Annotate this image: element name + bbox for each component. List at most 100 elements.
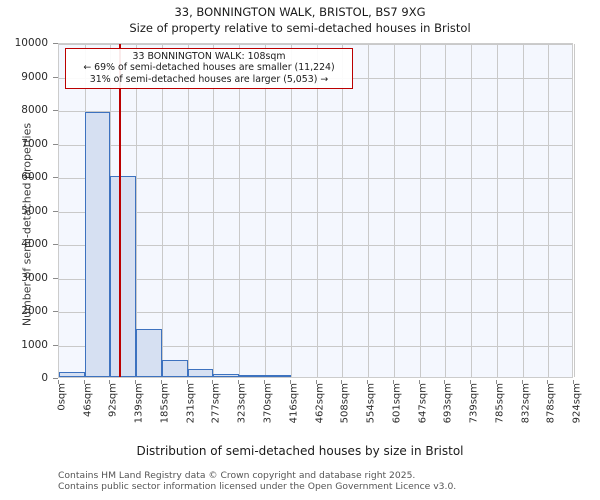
histogram-bar: [213, 373, 239, 377]
y-tick-label: 0: [41, 372, 48, 384]
x-tick-mark: [161, 380, 163, 384]
x-tick-mark: [366, 380, 368, 384]
x-tick-mark: [573, 380, 574, 384]
x-gridline: [342, 44, 344, 377]
footer-line-1: Contains HM Land Registry data © Crown c…: [58, 470, 416, 481]
x-tick-mark: [495, 380, 497, 384]
y-gridline: [59, 111, 572, 112]
y-tick-label: 6000: [21, 171, 48, 183]
x-gridline: [213, 44, 215, 377]
annotation-line-2: ← 69% of semi-detached houses are smalle…: [83, 62, 335, 74]
y-tick-mark: [53, 210, 58, 212]
x-gridline: [419, 44, 421, 377]
x-gridline: [574, 44, 575, 377]
y-gridline: [59, 278, 572, 280]
x-tick-label: 647sqm: [417, 383, 429, 424]
x-tick-label: 924sqm: [571, 383, 583, 424]
x-tick-mark: [444, 380, 446, 384]
y-tick-mark: [53, 344, 58, 346]
x-tick-label: 878sqm: [545, 383, 557, 424]
x-tick-mark: [547, 380, 549, 384]
x-tick-label: 323sqm: [236, 383, 248, 424]
x-gridline: [496, 44, 498, 377]
y-tick-label: 3000: [21, 271, 48, 284]
x-tick-mark: [58, 380, 59, 384]
x-gridline: [162, 44, 164, 377]
x-tick-mark: [418, 380, 420, 384]
histogram-bar: [84, 112, 111, 377]
x-tick-label: 416sqm: [288, 383, 300, 424]
x-tick-mark: [392, 380, 394, 384]
x-tick-mark: [289, 380, 291, 384]
y-tick-mark: [53, 244, 58, 245]
histogram-bar: [162, 360, 188, 377]
y-tick-label: 4000: [21, 238, 48, 250]
x-tick-label: 231sqm: [185, 383, 197, 424]
y-tick-mark: [53, 43, 58, 44]
x-tick-label: 462sqm: [314, 383, 325, 424]
y-gridline: [59, 345, 572, 347]
histogram-bar: [265, 375, 291, 377]
x-tick-mark: [135, 380, 137, 384]
x-gridline: [367, 44, 369, 377]
x-tick-label: 277sqm: [210, 383, 222, 424]
y-tick-label: 7000: [21, 137, 48, 150]
x-tick-mark: [186, 380, 188, 384]
x-tick-mark: [264, 380, 266, 384]
y-tick-mark: [53, 311, 58, 312]
y-gridline: [59, 178, 572, 179]
x-tick-label: 554sqm: [365, 383, 377, 424]
y-tick-label: 5000: [21, 204, 48, 217]
x-tick-mark: [238, 380, 240, 384]
x-gridline: [290, 44, 292, 377]
chart-title: 33, BONNINGTON WALK, BRISTOL, BS7 9XG Si…: [0, 4, 600, 36]
x-gridline: [239, 44, 241, 377]
x-gridline: [393, 44, 395, 377]
x-tick-label: 508sqm: [339, 383, 351, 424]
x-axis-title: Distribution of semi-detached houses by …: [136, 444, 464, 458]
chart-title-line-1: 33, BONNINGTON WALK, BRISTOL, BS7 9XG: [174, 5, 426, 19]
x-tick-label: 185sqm: [159, 383, 171, 424]
x-tick-label: 832sqm: [520, 383, 532, 424]
y-gridline: [59, 44, 572, 45]
histogram-bar: [59, 371, 85, 377]
x-tick-label: 0sqm: [56, 383, 68, 411]
chart-footer: Contains HM Land Registry data © Crown c…: [58, 470, 598, 492]
y-tick-label: 9000: [21, 70, 48, 83]
x-gridline: [187, 44, 189, 377]
x-gridline: [522, 44, 524, 377]
x-gridline: [265, 44, 267, 377]
x-gridline: [548, 44, 550, 377]
y-tick-label: 2000: [21, 305, 48, 317]
y-tick-mark: [53, 76, 58, 78]
histogram-bar: [110, 176, 137, 377]
x-tick-mark: [341, 380, 343, 384]
y-tick-mark: [53, 110, 58, 111]
x-gridline: [136, 44, 138, 377]
y-tick-mark: [53, 177, 58, 178]
x-tick-mark: [212, 380, 214, 384]
y-tick-label: 1000: [21, 338, 48, 351]
x-tick-label: 601sqm: [391, 383, 403, 424]
x-tick-label: 92sqm: [107, 383, 119, 418]
y-gridline: [59, 312, 572, 313]
x-axis: 0sqm 46sqm 92sqm 139sqm 185sqm 231sqm 277sqm 32…: [56, 380, 583, 440]
y-axis: Number of semi-detached properties 0 1000…: [0, 37, 52, 384]
x-tick-label: 785sqm: [494, 383, 506, 424]
y-gridline: [59, 211, 572, 213]
property-annotation-box: 33 BONNINGTON WALK: 108sqm ← 69% of semi…: [65, 48, 353, 90]
x-tick-label: 370sqm: [262, 383, 274, 424]
x-gridline: [316, 44, 318, 377]
y-gridline: [59, 144, 572, 146]
plot-area: [58, 43, 575, 378]
y-tick-mark: [53, 277, 58, 279]
y-tick-mark: [53, 143, 58, 145]
x-tick-mark: [521, 380, 523, 384]
x-tick-mark: [315, 380, 317, 384]
histogram-bar: [239, 375, 266, 377]
y-tick-mark: [53, 378, 58, 379]
annotation-line-1: 33 BONNINGTON WALK: 108sqm: [132, 51, 286, 62]
histogram-bar: [187, 369, 214, 377]
chart-title-line-2: Size of property relative to semi-detach…: [129, 21, 471, 35]
